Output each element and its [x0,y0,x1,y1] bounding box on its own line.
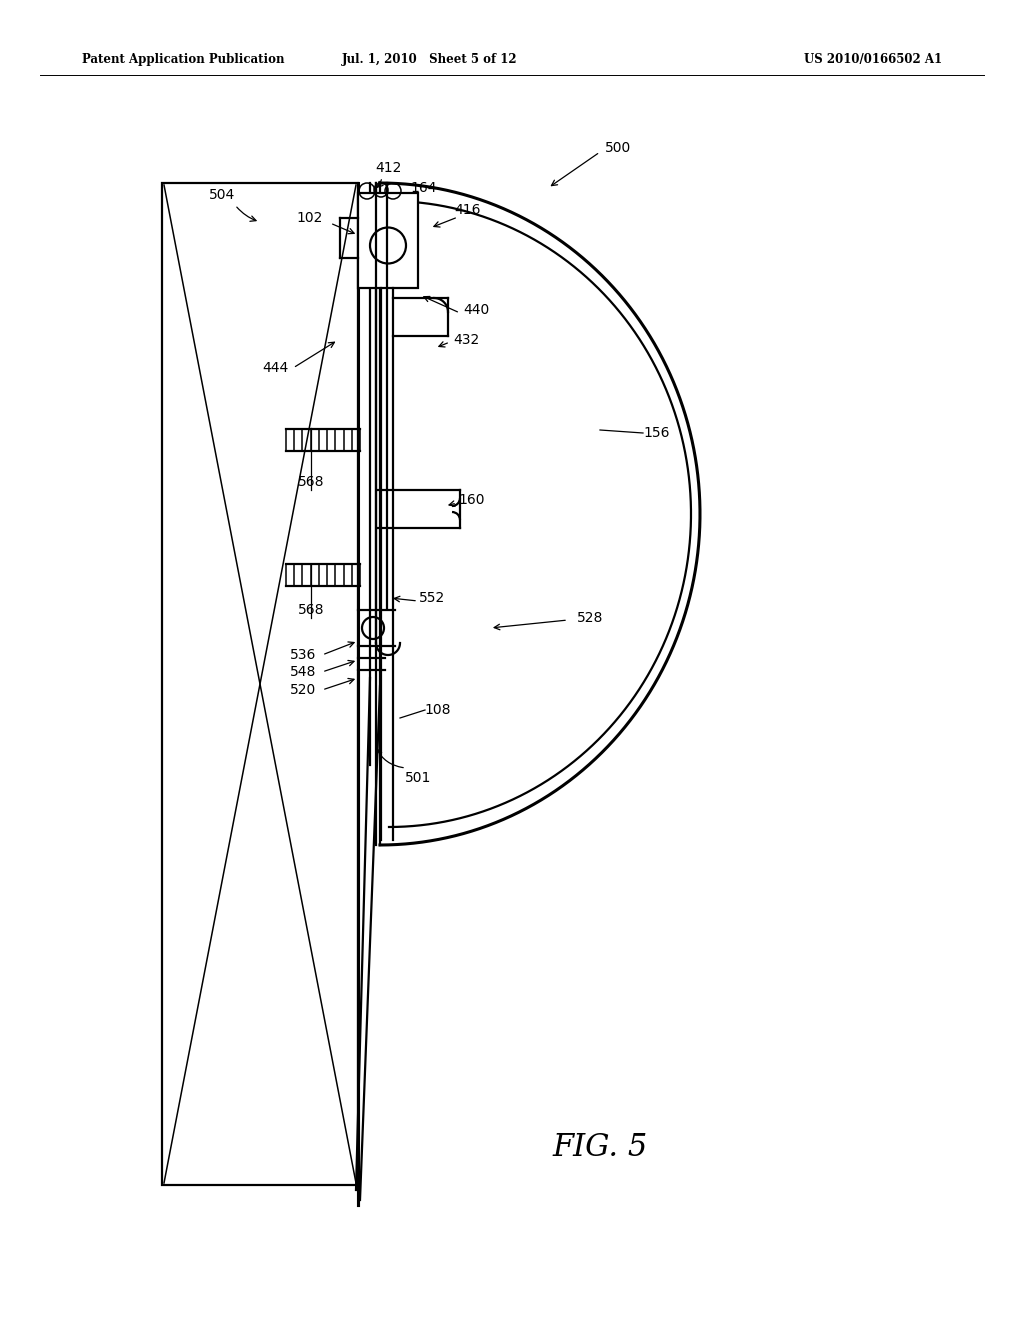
Text: 164: 164 [411,181,437,195]
Text: Patent Application Publication: Patent Application Publication [82,54,285,66]
Text: US 2010/0166502 A1: US 2010/0166502 A1 [804,54,942,66]
Text: 416: 416 [455,203,481,216]
Text: FIG. 5: FIG. 5 [552,1133,647,1163]
Text: 552: 552 [419,591,445,605]
Bar [358,193,418,288]
Text: 102: 102 [297,211,324,224]
Text: 536: 536 [290,648,316,663]
Text: 548: 548 [290,665,316,678]
Text: 412: 412 [375,161,401,176]
Text: 528: 528 [577,611,603,624]
Text: 520: 520 [290,682,316,697]
Text: Jul. 1, 2010   Sheet 5 of 12: Jul. 1, 2010 Sheet 5 of 12 [342,54,518,66]
Text: 108: 108 [425,704,452,717]
Text: 504: 504 [209,187,236,202]
Text: 440: 440 [463,304,489,317]
Text: 160: 160 [459,492,485,507]
Text: 568: 568 [298,475,325,488]
Text: 500: 500 [605,141,631,154]
Text: 501: 501 [404,771,431,785]
Text: 156: 156 [644,426,671,440]
Text: 432: 432 [453,333,479,347]
Text: 444: 444 [262,360,288,375]
Bar [162,183,358,1185]
Text: 568: 568 [298,603,325,616]
